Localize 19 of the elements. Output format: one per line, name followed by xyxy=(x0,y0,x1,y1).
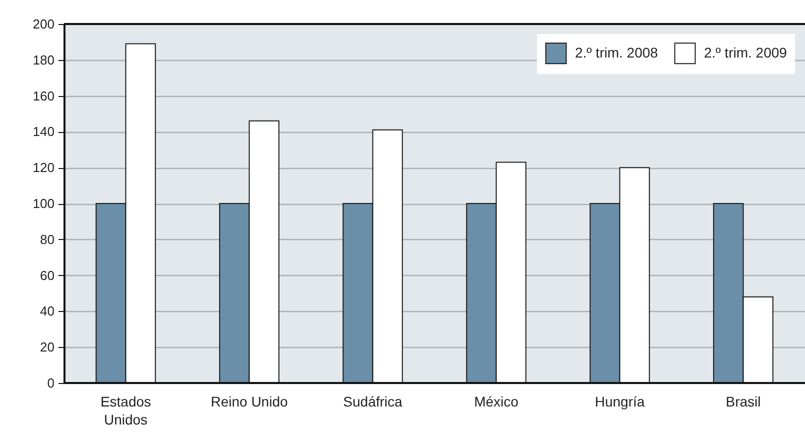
x-tick-label: Brasil xyxy=(726,394,761,410)
y-tick-label: 200 xyxy=(32,16,54,32)
x-tick-label: Hungría xyxy=(594,394,645,410)
x-tick-label: Reino Unido xyxy=(210,394,288,410)
x-tick-label: Sudáfrica xyxy=(343,394,403,410)
legend-label: 2.º trim. 2008 xyxy=(575,44,658,60)
y-tick-label: 60 xyxy=(40,268,54,283)
y-tick-label: 120 xyxy=(32,160,54,176)
y-tick-label: 100 xyxy=(32,196,54,211)
y-tick-label: 0 xyxy=(47,376,54,390)
y-tick-label: 40 xyxy=(40,304,54,319)
y-tick-label: 160 xyxy=(32,88,54,104)
y-tick-label: 20 xyxy=(40,340,54,355)
y-tick-label: 140 xyxy=(32,124,54,140)
legend-label: 2.º trim. 2009 xyxy=(704,44,788,60)
x-tick-label: México xyxy=(474,394,519,410)
y-tick-label: 80 xyxy=(40,232,54,247)
x-tick-label: Estados Unidos xyxy=(100,394,152,428)
y-tick-label: 180 xyxy=(32,52,54,68)
